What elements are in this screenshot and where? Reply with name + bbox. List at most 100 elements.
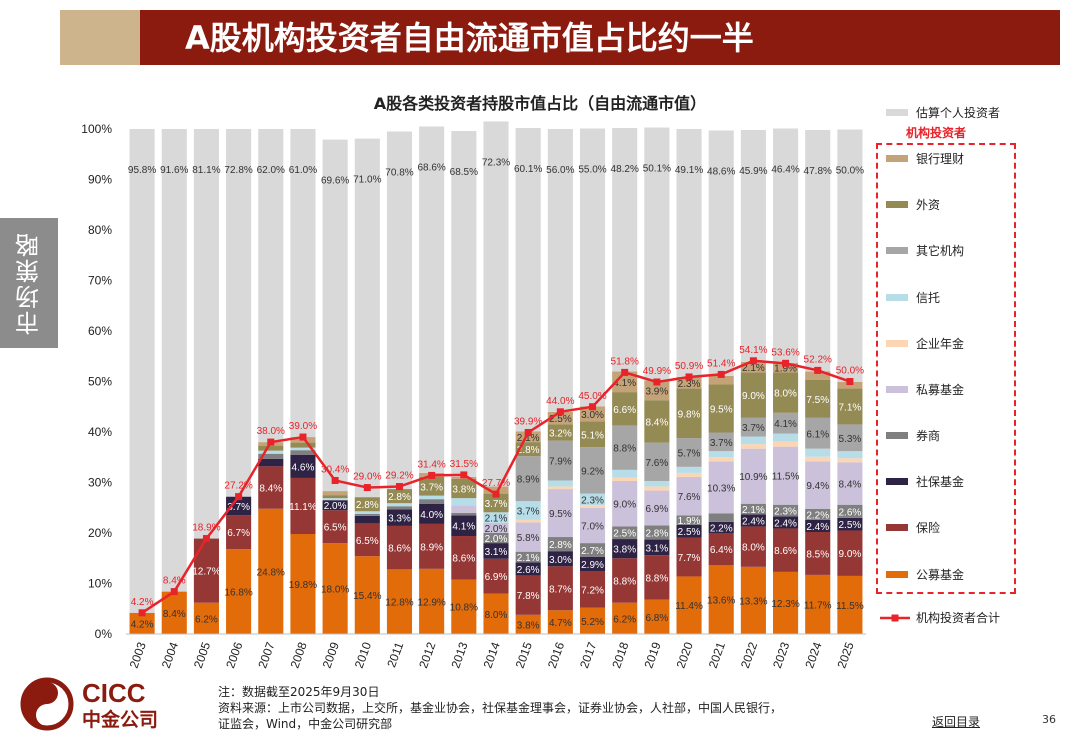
legend-item: 其它机构 xyxy=(886,242,964,259)
bar-segment xyxy=(837,382,863,389)
bar-segment xyxy=(612,539,638,559)
x-tick-label: 2006 xyxy=(223,640,245,670)
bar-segment xyxy=(226,515,252,550)
total-marker xyxy=(395,483,403,491)
bar-segment xyxy=(612,558,638,603)
bar-segment xyxy=(547,440,573,481)
bar-segment xyxy=(161,129,187,592)
bar-segment xyxy=(644,599,670,634)
data-label: 81.1% xyxy=(192,165,220,176)
total-marker xyxy=(846,378,854,385)
legend-swatch xyxy=(886,155,908,162)
data-label: 11.5% xyxy=(836,601,864,612)
data-label: 11.4% xyxy=(675,601,703,612)
data-label: 8.9% xyxy=(517,475,540,486)
bar-segment xyxy=(515,127,541,432)
data-label: 60.1% xyxy=(514,164,542,175)
bar-segment xyxy=(740,526,766,567)
bar-segment xyxy=(258,450,284,454)
logo-en: CICC xyxy=(82,678,146,708)
total-marker xyxy=(814,366,822,374)
data-label: 6.7% xyxy=(227,528,250,539)
bar-segment xyxy=(740,372,766,418)
data-label: 12.9% xyxy=(417,597,445,608)
bar-segment xyxy=(322,510,348,544)
data-label: 19.8% xyxy=(289,580,317,591)
bar-segment xyxy=(805,508,831,520)
bar-segment xyxy=(773,128,799,363)
bar-segment xyxy=(708,432,734,452)
total-marker xyxy=(556,408,564,416)
legend-item: 银行理财 xyxy=(886,150,964,167)
data-label: 5.7% xyxy=(678,448,701,459)
total-label: 49.9% xyxy=(643,366,671,377)
legend-item: 信托 xyxy=(886,289,940,306)
back-to-contents-link[interactable]: 返回目录 xyxy=(932,715,981,729)
bar-segment xyxy=(773,372,799,413)
bar-segment xyxy=(773,516,799,529)
y-tick-label: 20% xyxy=(88,526,112,540)
bar-segment xyxy=(451,505,477,513)
bar-segment xyxy=(322,139,348,492)
data-label: 3.8% xyxy=(517,620,540,631)
data-label: 2.4% xyxy=(742,516,765,527)
bar-segment xyxy=(290,447,316,451)
bar-segment xyxy=(676,537,702,577)
bar-segment xyxy=(805,130,831,372)
data-label: 2.4% xyxy=(774,518,797,529)
bar-segment xyxy=(419,568,445,634)
total-label: 38.0% xyxy=(257,426,285,437)
cicc-logo: CICC 中金公司 xyxy=(20,674,200,738)
bar-segment xyxy=(773,441,799,447)
bar-segment xyxy=(837,575,863,634)
bar-segment xyxy=(805,371,831,380)
data-label: 11.5% xyxy=(772,472,800,483)
data-label: 13.6% xyxy=(707,596,735,607)
bar-segment xyxy=(612,392,638,426)
data-label: 9.2% xyxy=(581,466,604,477)
bar-segment xyxy=(354,511,380,514)
bar-segment xyxy=(290,450,316,455)
data-label: 7.9% xyxy=(549,457,572,468)
legend-label: 机构投资者合计 xyxy=(916,611,1001,625)
data-label: 7.2% xyxy=(581,586,604,597)
bar-segment xyxy=(612,602,638,634)
legend-swatch xyxy=(886,294,908,301)
data-label: 8.4% xyxy=(645,417,668,428)
y-tick-label: 90% xyxy=(88,173,112,187)
data-label: 2.2% xyxy=(710,523,733,534)
total-label: 45.0% xyxy=(578,391,606,402)
legend-item: 企业年金 xyxy=(886,335,964,352)
x-tick-label: 2005 xyxy=(191,640,213,670)
data-label: 2.8% xyxy=(356,500,379,511)
legend-swatch xyxy=(886,571,908,578)
data-label: 8.0% xyxy=(774,389,797,400)
bar-segment xyxy=(258,453,284,459)
data-label: 7.0% xyxy=(581,521,604,532)
bar-segment xyxy=(708,533,734,566)
data-label: 12.8% xyxy=(385,598,413,609)
bar-segment xyxy=(419,126,445,473)
bar-segment xyxy=(515,575,541,615)
bar-segment xyxy=(547,424,573,441)
bar-segment xyxy=(805,461,831,509)
bar-segment xyxy=(386,506,413,510)
total-marker xyxy=(202,535,210,543)
data-label: 5.8% xyxy=(517,533,540,544)
bar-segment xyxy=(612,480,638,527)
data-label: 1.9% xyxy=(774,364,797,375)
data-label: 4.2% xyxy=(131,619,154,630)
bar-segment xyxy=(547,566,573,611)
bar-segment xyxy=(740,444,766,449)
data-label: 6.2% xyxy=(613,614,636,625)
bar-segment xyxy=(644,127,670,381)
bar-segment xyxy=(451,512,477,516)
legend-item: 公募基金 xyxy=(886,566,964,583)
bar-segment xyxy=(547,489,573,538)
legend-item: 估算个人投资者 xyxy=(886,104,1000,121)
bar-segment xyxy=(290,129,316,438)
data-label: 5.2% xyxy=(581,617,604,628)
bar-segment xyxy=(386,489,413,504)
legend-label: 公募基金 xyxy=(916,568,965,582)
